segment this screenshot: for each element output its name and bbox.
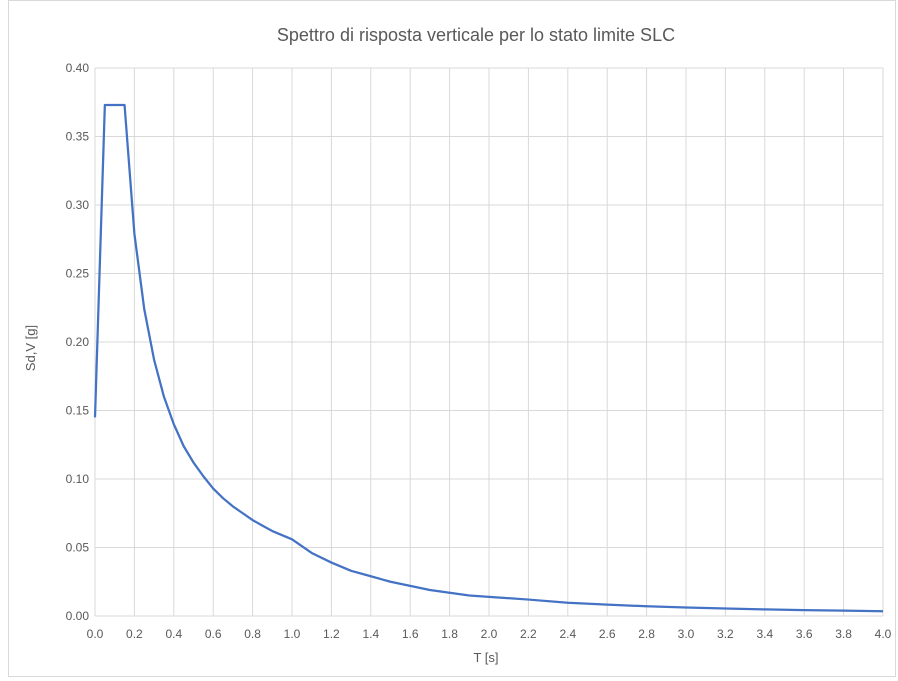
- chart-area: Spettro di risposta verticale per lo sta…: [8, 0, 896, 677]
- y-tick-label: 0.10: [66, 472, 90, 486]
- x-tick-label: 3.2: [717, 627, 734, 641]
- y-tick-labels: 0.00 0.05 0.10 0.15 0.20 0.25 0.30 0.35 0.40: [66, 61, 90, 623]
- x-tick-label: 2.8: [638, 627, 655, 641]
- x-tick-label: 3.6: [796, 627, 813, 641]
- x-tick-label: 1.4: [362, 627, 379, 641]
- x-tick-label: 1.6: [402, 627, 419, 641]
- x-tick-labels: 0.0 0.2 0.4 0.6 0.8 1.0 1.2 1.4 1.6 1.8 2.0 2.2 2.4 2…: [87, 627, 892, 641]
- y-tick-label: 0.00: [66, 609, 90, 623]
- x-tick-label: 1.2: [323, 627, 340, 641]
- series-line: [93, 103, 884, 613]
- x-tick-label: 2.6: [599, 627, 616, 641]
- x-tick-label: 2.2: [520, 627, 537, 641]
- y-tick-label: 0.30: [66, 198, 90, 212]
- x-tick-label: 2.4: [559, 627, 576, 641]
- x-axis-title: T [s]: [473, 650, 498, 665]
- x-tick-label: 3.4: [756, 627, 773, 641]
- x-tick-label: 1.0: [284, 627, 301, 641]
- y-tick-label: 0.05: [66, 541, 90, 555]
- y-tick-label: 0.20: [66, 335, 90, 349]
- x-tick-label: 4.0: [875, 627, 892, 641]
- x-tick-label: 0.6: [205, 627, 222, 641]
- x-tick-label: 0.4: [165, 627, 182, 641]
- x-tick-label: 0.2: [126, 627, 143, 641]
- x-tick-label: 0.8: [244, 627, 261, 641]
- chart-svg: Spettro di risposta verticale per lo sta…: [23, 25, 892, 665]
- y-tick-label: 0.15: [66, 404, 90, 418]
- y-tick-label: 0.25: [66, 267, 90, 281]
- x-tick-label: 1.8: [441, 627, 458, 641]
- y-axis-title: Sd,V [g]: [23, 325, 38, 371]
- x-tick-label: 3.0: [678, 627, 695, 641]
- grid: [94, 67, 884, 617]
- x-tick-label: 3.8: [835, 627, 852, 641]
- y-tick-label: 0.35: [66, 130, 90, 144]
- y-tick-label: 0.40: [66, 61, 90, 75]
- series-layer: [93, 103, 884, 613]
- x-tick-label: 0.0: [87, 627, 104, 641]
- x-tick-label: 2.0: [481, 627, 498, 641]
- chart-title: Spettro di risposta verticale per lo sta…: [277, 25, 675, 45]
